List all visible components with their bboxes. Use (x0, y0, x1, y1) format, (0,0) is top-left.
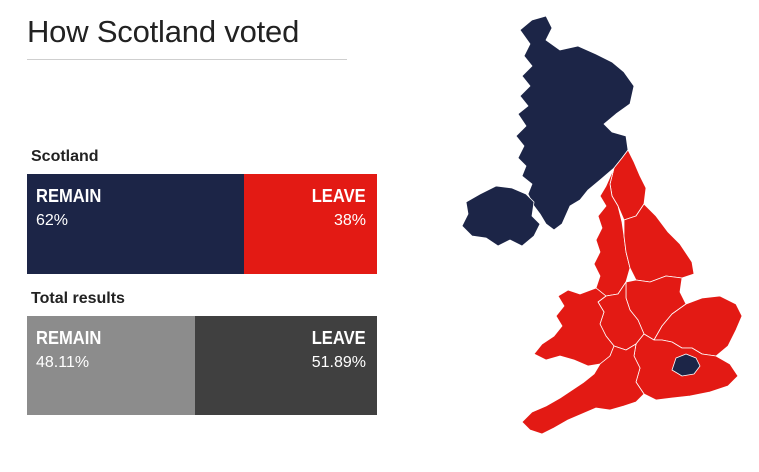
scotland-remain-label: REMAIN (36, 186, 102, 206)
region-wales (533, 287, 615, 367)
scotland-label: Scotland (31, 148, 99, 165)
region-yorkshire (623, 203, 695, 283)
scotland-leave-value: 38% (333, 212, 366, 229)
scotland-remain-value: 62% (36, 212, 69, 229)
scotland-leave-segment: LEAVE 38% (244, 174, 377, 274)
page-title: How Scotland voted (27, 14, 300, 49)
uk-results-map (461, 15, 743, 435)
total-remain-segment: REMAIN 48.11% (27, 316, 196, 415)
scotland-leave-label: LEAVE (312, 186, 366, 206)
region-northern-ireland (461, 185, 541, 247)
total-result-bar: REMAIN 48.11% LEAVE 51.89% (27, 316, 377, 415)
region-scotland (515, 15, 635, 231)
total-remain-label: REMAIN (36, 328, 102, 348)
scotland-remain-segment: REMAIN 62% (27, 174, 244, 274)
region-south-west (521, 343, 645, 435)
total-results-label: Total results (31, 290, 125, 307)
title-divider (27, 59, 347, 60)
total-leave-segment: LEAVE 51.89% (195, 316, 377, 415)
region-london (671, 353, 701, 377)
total-leave-label: LEAVE (311, 328, 366, 348)
total-leave-value: 51.89% (311, 354, 366, 371)
scotland-result-bar: REMAIN 62% LEAVE 38% (27, 174, 377, 274)
total-remain-value: 48.11% (36, 354, 90, 371)
